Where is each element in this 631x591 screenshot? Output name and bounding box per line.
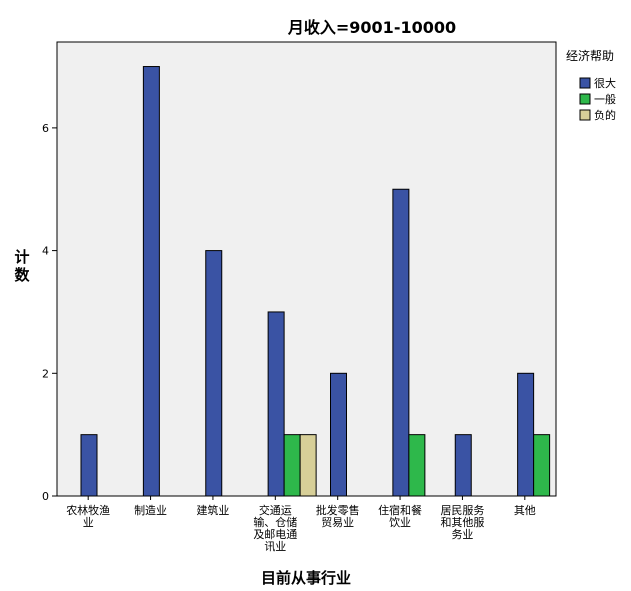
y-axis-ticks: 0 2 4 6 xyxy=(42,122,57,503)
bar-很大-1 xyxy=(142,66,160,497)
bar-负的-3 xyxy=(299,434,317,497)
x-category-label: 建筑业 xyxy=(196,503,229,517)
bar-很大-4 xyxy=(330,372,347,497)
bar-很大-6 xyxy=(454,434,472,497)
x-axis-title: 目前从事行业 xyxy=(261,569,351,587)
chart-title: 月收入=9001-10000 xyxy=(287,18,456,37)
y-tick-label: 6 xyxy=(42,122,49,135)
legend-label-1: 一般 xyxy=(594,93,616,106)
legend-label-0: 很大 xyxy=(594,76,616,90)
y-axis-title-char: 数 xyxy=(14,266,30,284)
y-axis-title-char: 计 xyxy=(14,248,29,266)
y-tick-label: 4 xyxy=(42,245,49,258)
legend-swatch-1 xyxy=(579,93,591,105)
x-category-label: 交通运输、仓储及邮电通讯业 xyxy=(253,503,297,553)
bar-很大-7 xyxy=(517,372,535,497)
bar-很大-3 xyxy=(267,311,285,497)
x-category-label: 住宿和餐饮业 xyxy=(378,503,422,529)
y-tick-label: 2 xyxy=(42,367,49,380)
x-category-label: 其他 xyxy=(514,504,536,517)
legend-swatch-2 xyxy=(579,109,591,121)
bars xyxy=(80,66,551,497)
legend-swatch-0 xyxy=(579,77,591,89)
y-axis-title: 计数 xyxy=(14,248,30,284)
x-category-label: 批发零售贸易业 xyxy=(316,503,360,529)
bar-一般-3 xyxy=(283,434,301,497)
x-category-label: 制造业 xyxy=(134,503,167,517)
x-category-label: 居民服务和其他服务业 xyxy=(440,504,484,541)
bar-很大-0 xyxy=(80,434,98,497)
x-axis-category-labels: 农林牧渔业 制造业 建筑业 交通运输、仓储及邮电通讯业批发零售贸易业住宿和餐饮业居民服… xyxy=(66,496,536,553)
x-category-label: 农林牧渔业 xyxy=(66,503,110,529)
bar-一般-7 xyxy=(533,434,551,497)
bar-很大-5 xyxy=(392,188,410,497)
bar-很大-2 xyxy=(205,250,223,497)
bar-一般-5 xyxy=(408,434,426,497)
legend-title: 经济帮助 xyxy=(566,48,614,63)
plot-area xyxy=(56,41,557,497)
y-tick-label: 0 xyxy=(42,490,49,503)
legend-label-2: 负的 xyxy=(594,108,616,122)
